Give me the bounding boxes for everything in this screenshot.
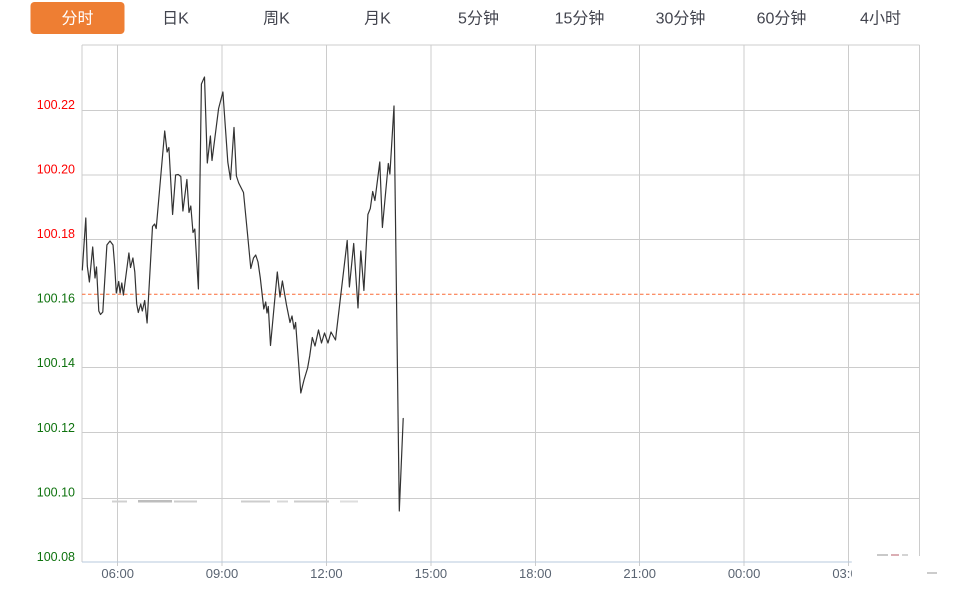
svg-text:100.10: 100.10 [37,486,75,500]
svg-text:4小时: 4小时 [860,10,901,28]
svg-text:15:00: 15:00 [415,566,448,581]
svg-text:21:00: 21:00 [623,566,656,581]
svg-text:12:00: 12:00 [310,566,343,581]
svg-text:100.16: 100.16 [37,292,75,306]
svg-text:日K: 日K [162,11,189,28]
svg-text:100.20: 100.20 [37,163,75,177]
svg-text:30分钟: 30分钟 [656,10,706,28]
svg-text:15分钟: 15分钟 [555,10,605,28]
svg-text:100.08: 100.08 [37,550,75,564]
svg-text:18:00: 18:00 [519,566,552,581]
svg-text:06:00: 06:00 [101,566,134,581]
svg-text:100.14: 100.14 [37,356,75,370]
svg-text:5分钟: 5分钟 [458,10,499,28]
svg-text:周K: 周K [263,11,290,28]
svg-text:09:00: 09:00 [206,566,239,581]
svg-text:00:00: 00:00 [728,566,761,581]
svg-text:100.22: 100.22 [37,98,75,112]
svg-text:60分钟: 60分钟 [757,10,807,28]
svg-text:100.18: 100.18 [37,227,75,241]
svg-text:100.12: 100.12 [37,421,75,435]
svg-text:分时: 分时 [61,10,93,28]
svg-text:月K: 月K [364,11,391,28]
